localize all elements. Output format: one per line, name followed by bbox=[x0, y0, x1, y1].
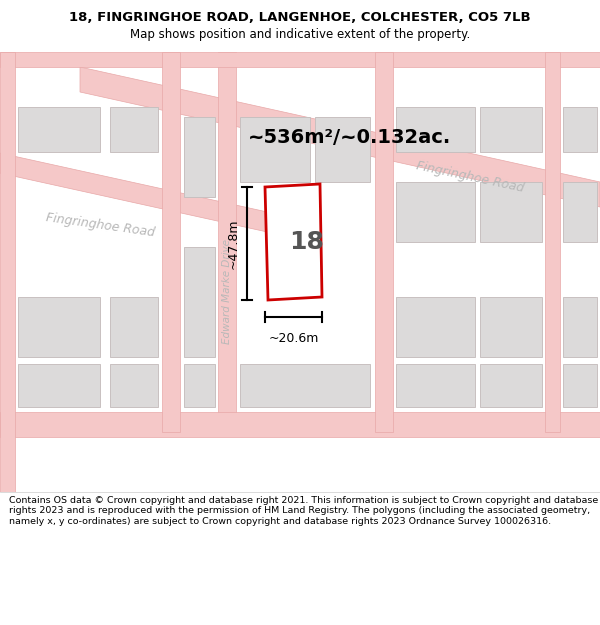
Polygon shape bbox=[240, 117, 310, 182]
Polygon shape bbox=[184, 117, 215, 197]
Polygon shape bbox=[396, 182, 475, 242]
Polygon shape bbox=[162, 52, 180, 432]
Polygon shape bbox=[218, 52, 236, 432]
Text: Fingringhoe Road: Fingringhoe Road bbox=[415, 159, 525, 195]
Polygon shape bbox=[110, 107, 158, 152]
Polygon shape bbox=[18, 297, 100, 357]
Polygon shape bbox=[110, 297, 158, 357]
Polygon shape bbox=[396, 364, 475, 407]
Polygon shape bbox=[480, 107, 542, 152]
Text: Contains OS data © Crown copyright and database right 2021. This information is : Contains OS data © Crown copyright and d… bbox=[9, 496, 598, 526]
Polygon shape bbox=[18, 364, 100, 407]
Polygon shape bbox=[480, 182, 542, 242]
Text: ~536m²/~0.132ac.: ~536m²/~0.132ac. bbox=[248, 127, 451, 146]
Polygon shape bbox=[563, 364, 597, 407]
Polygon shape bbox=[0, 412, 600, 437]
Text: Fingringhoe Road: Fingringhoe Road bbox=[44, 211, 155, 239]
Polygon shape bbox=[18, 107, 100, 152]
Polygon shape bbox=[0, 152, 290, 237]
Polygon shape bbox=[184, 247, 215, 357]
Text: Map shows position and indicative extent of the property.: Map shows position and indicative extent… bbox=[130, 28, 470, 41]
Text: 18: 18 bbox=[290, 230, 325, 254]
Polygon shape bbox=[110, 364, 158, 407]
Polygon shape bbox=[396, 107, 475, 152]
Polygon shape bbox=[315, 117, 370, 182]
Polygon shape bbox=[396, 297, 475, 357]
Polygon shape bbox=[563, 107, 597, 152]
Polygon shape bbox=[563, 182, 597, 242]
Polygon shape bbox=[480, 364, 542, 407]
Text: ~47.8m: ~47.8m bbox=[227, 218, 240, 269]
Polygon shape bbox=[375, 52, 393, 432]
Text: 18, FINGRINGHOE ROAD, LANGENHOE, COLCHESTER, CO5 7LB: 18, FINGRINGHOE ROAD, LANGENHOE, COLCHES… bbox=[69, 11, 531, 24]
Polygon shape bbox=[480, 297, 542, 357]
Polygon shape bbox=[0, 52, 600, 67]
Text: ~20.6m: ~20.6m bbox=[268, 332, 319, 345]
Polygon shape bbox=[240, 364, 370, 407]
Polygon shape bbox=[184, 364, 215, 407]
Text: Edward Marke Drive: Edward Marke Drive bbox=[222, 239, 232, 344]
Polygon shape bbox=[545, 52, 560, 432]
Polygon shape bbox=[265, 184, 322, 300]
Polygon shape bbox=[563, 297, 597, 357]
Polygon shape bbox=[80, 67, 600, 207]
Polygon shape bbox=[0, 52, 15, 492]
